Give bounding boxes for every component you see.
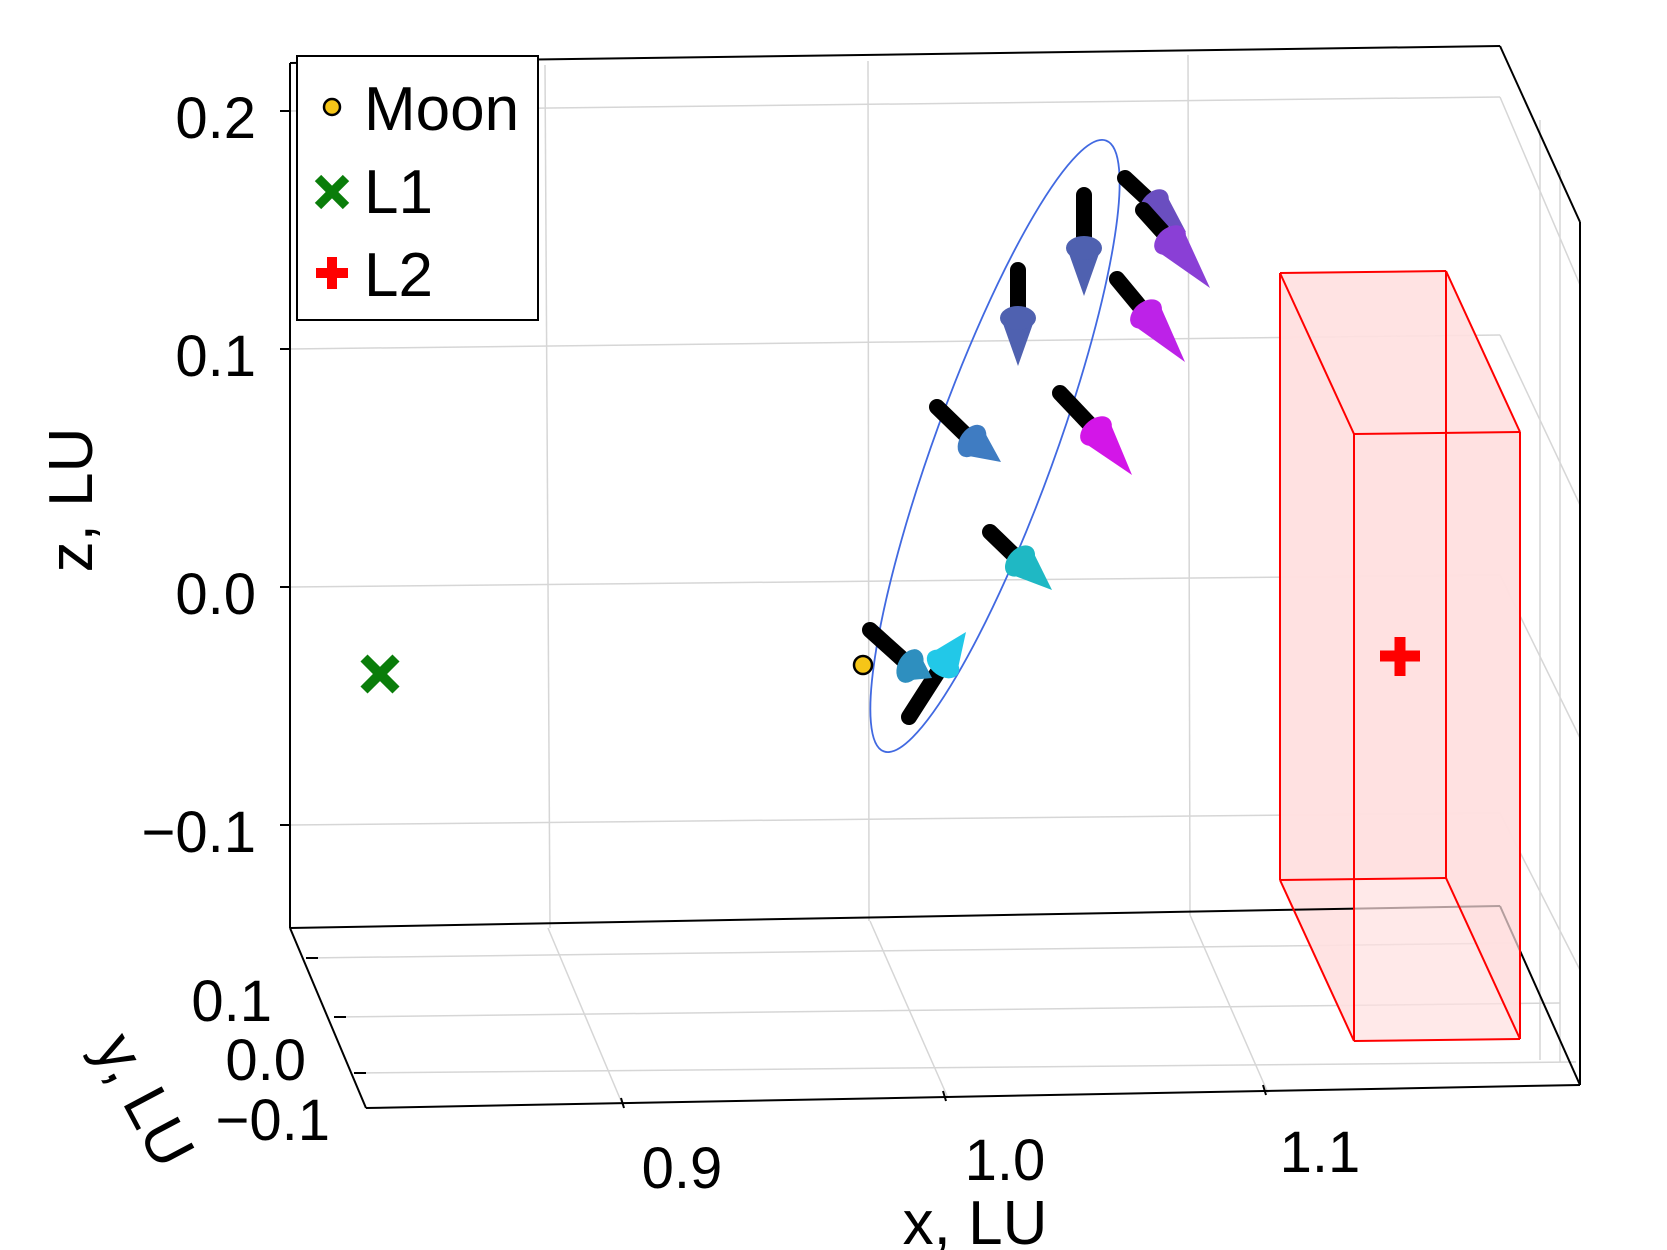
z-tick-label: 0.0 xyxy=(175,562,256,627)
axis-line xyxy=(289,927,367,1109)
grid-line xyxy=(547,927,625,1109)
grid-line xyxy=(353,1061,1577,1074)
legend-entry-moon: Moon xyxy=(322,75,519,144)
arrow-cone-base xyxy=(1004,545,1036,577)
x-axis-label: x, LU xyxy=(903,1189,1048,1250)
halo-orbit xyxy=(869,139,1121,753)
x-tick-label: 1.1 xyxy=(1280,1120,1361,1185)
x-tick-label: 0.9 xyxy=(642,1136,723,1201)
arrow-cone-base xyxy=(1000,306,1036,330)
moon-legend-marker xyxy=(322,97,342,117)
arrow-cone-base xyxy=(1154,225,1186,255)
arrow-cone xyxy=(1143,192,1186,232)
box-face xyxy=(1354,432,1520,1041)
legend-entry-l1: L1 xyxy=(314,158,433,227)
l2-marker xyxy=(1380,637,1420,676)
grid-line xyxy=(1189,914,1269,1094)
thrust-arrow xyxy=(1052,385,1132,475)
z-tick-label: 0.2 xyxy=(175,86,256,151)
arrow-cone-base xyxy=(1080,416,1112,446)
box-edge xyxy=(1279,879,1355,1042)
thrust-arrow xyxy=(1000,262,1036,366)
arrow-cone-base xyxy=(926,649,960,679)
l2-region-box-front xyxy=(1279,270,1521,1042)
arrow-cone-base xyxy=(957,424,987,458)
arrow-cone-base xyxy=(896,649,924,683)
thrust-arrow xyxy=(1135,202,1210,288)
markers xyxy=(360,654,874,694)
legend-entry-l2: L2 xyxy=(316,241,433,310)
grid-line xyxy=(867,60,870,922)
x-tick-mark xyxy=(1262,1084,1267,1096)
thrust-arrow xyxy=(929,399,1001,462)
thrust-arrow xyxy=(862,622,932,683)
axis-line xyxy=(365,1084,1581,1109)
box-edge xyxy=(1445,877,1521,1040)
box-face xyxy=(1280,273,1354,1041)
arrow-cone xyxy=(1001,318,1035,366)
z-tick-label: −0.1 xyxy=(142,800,257,865)
x-tick-label: 1.0 xyxy=(965,1128,1046,1193)
y-axis-label: y, LU xyxy=(81,1022,208,1178)
z-axis-label: z, LU xyxy=(37,428,106,573)
box-edge xyxy=(1445,270,1521,433)
arrow-cone xyxy=(1008,548,1052,590)
box-edge xyxy=(1279,877,1447,881)
x-tick-mark xyxy=(620,1097,625,1109)
box-edge xyxy=(1279,270,1447,274)
l1-marker-stroke xyxy=(360,654,400,694)
axis-line xyxy=(1499,45,1581,223)
z-tick-label: 0.1 xyxy=(175,324,256,389)
l1-legend-marker xyxy=(314,174,350,210)
grid-lines xyxy=(289,54,1581,1109)
thrust-arrows xyxy=(862,170,1210,725)
y-tick-label: 0.1 xyxy=(191,969,272,1034)
thrust-arrow xyxy=(982,524,1052,590)
moon-marker xyxy=(852,654,874,676)
y-tick-label: 0.0 xyxy=(225,1028,306,1093)
box-edge xyxy=(1353,1038,1521,1042)
arrow-cone-base xyxy=(1130,299,1162,329)
thrust-arrow xyxy=(901,632,966,725)
x-tick-mark xyxy=(942,1090,947,1102)
legend-label-moon: Moon xyxy=(364,75,519,144)
l2-legend-marker xyxy=(316,257,348,289)
orbit-path xyxy=(869,139,1121,753)
axis-line xyxy=(289,905,1501,929)
arrow-cone xyxy=(1067,248,1101,296)
legend-label-l1: L1 xyxy=(364,158,433,227)
grid-line xyxy=(1187,54,1191,916)
box-edge xyxy=(1279,272,1355,435)
arrow-cone-base xyxy=(1066,236,1102,260)
y-tick-label: −0.1 xyxy=(216,1088,331,1153)
legend-label-l2: L2 xyxy=(364,241,433,310)
l1-marker xyxy=(360,654,400,694)
thrust-arrow xyxy=(1066,187,1102,296)
thrust-arrow xyxy=(1109,271,1185,362)
box-edge xyxy=(1353,431,1521,435)
grid-line xyxy=(544,64,551,929)
legend: Moon L1 L2 xyxy=(296,55,539,321)
